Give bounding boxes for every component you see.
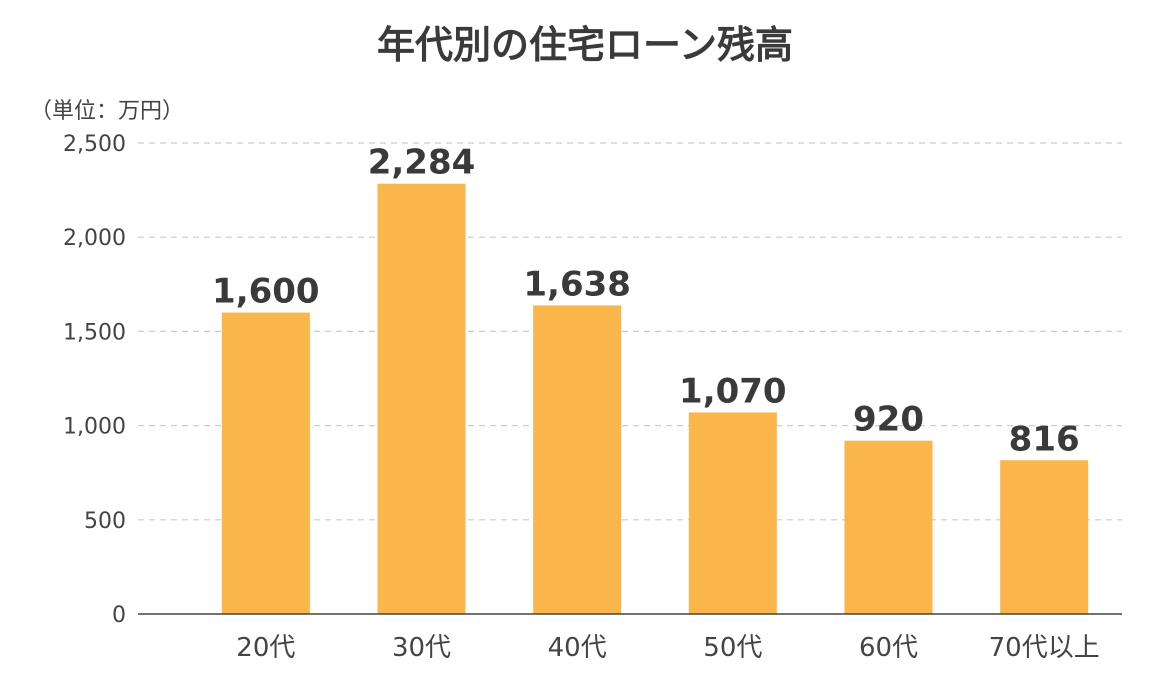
data-label: 1,600 (212, 272, 320, 312)
data-label: 816 (1009, 419, 1080, 459)
x-axis-ticks: 20代 30代 40代 50代 60代 70代以上 (236, 633, 1099, 663)
bar (533, 305, 622, 614)
y-tick-label: 1,500 (63, 320, 126, 345)
y-tick-label: 0 (112, 603, 126, 628)
x-tick-label: 60代 (859, 633, 918, 663)
data-label: 2,284 (368, 143, 476, 183)
bar (688, 412, 777, 614)
bar (1000, 460, 1089, 614)
data-labels: 1,600 2,284 1,638 1,070 920 816 (212, 143, 1080, 460)
x-tick-label: 30代 (392, 633, 451, 663)
chart-title: 年代別の住宅ローン残高 (377, 23, 793, 67)
data-label: 920 (853, 400, 924, 440)
y-tick-label: 2,000 (63, 226, 126, 251)
bar (221, 312, 310, 614)
y-axis-ticks: 0 500 1,000 1,500 2,000 2,500 (63, 132, 126, 628)
data-label: 1,070 (679, 371, 787, 411)
y-tick-label: 500 (84, 509, 126, 534)
y-tick-label: 1,000 (63, 415, 126, 440)
x-tick-label: 40代 (548, 633, 607, 663)
y-tick-label: 2,500 (63, 132, 126, 157)
unit-label: （単位：万円） (30, 99, 184, 124)
data-label: 1,638 (523, 264, 631, 304)
bar (377, 183, 466, 614)
x-tick-label: 70代以上 (989, 633, 1100, 663)
bars (221, 183, 1089, 614)
x-tick-label: 20代 (236, 633, 295, 663)
x-tick-label: 50代 (703, 633, 762, 663)
bar (844, 440, 933, 614)
